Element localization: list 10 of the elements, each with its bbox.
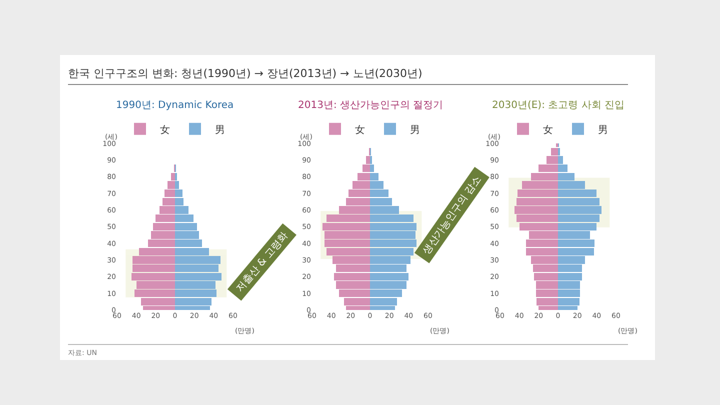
chart-title: 1990년: Dynamic Korea	[116, 100, 234, 111]
chart-title: 2013년: 생산가능인구의 절정기	[298, 100, 444, 111]
legend-label: 男	[598, 124, 608, 136]
legend-label: 女	[160, 124, 170, 136]
text: 한국 인구구조의 변화: 청년(1990년) → 장년(2013년) → 노년(2030년)	[68, 66, 628, 85]
legend-label: 男	[215, 124, 225, 136]
legend-label: 女	[355, 124, 365, 136]
chart-title: 2030년(E): 초고령 사회 진입	[492, 100, 624, 111]
legend-label: 男	[410, 124, 420, 136]
legend-label: 女	[543, 124, 553, 136]
